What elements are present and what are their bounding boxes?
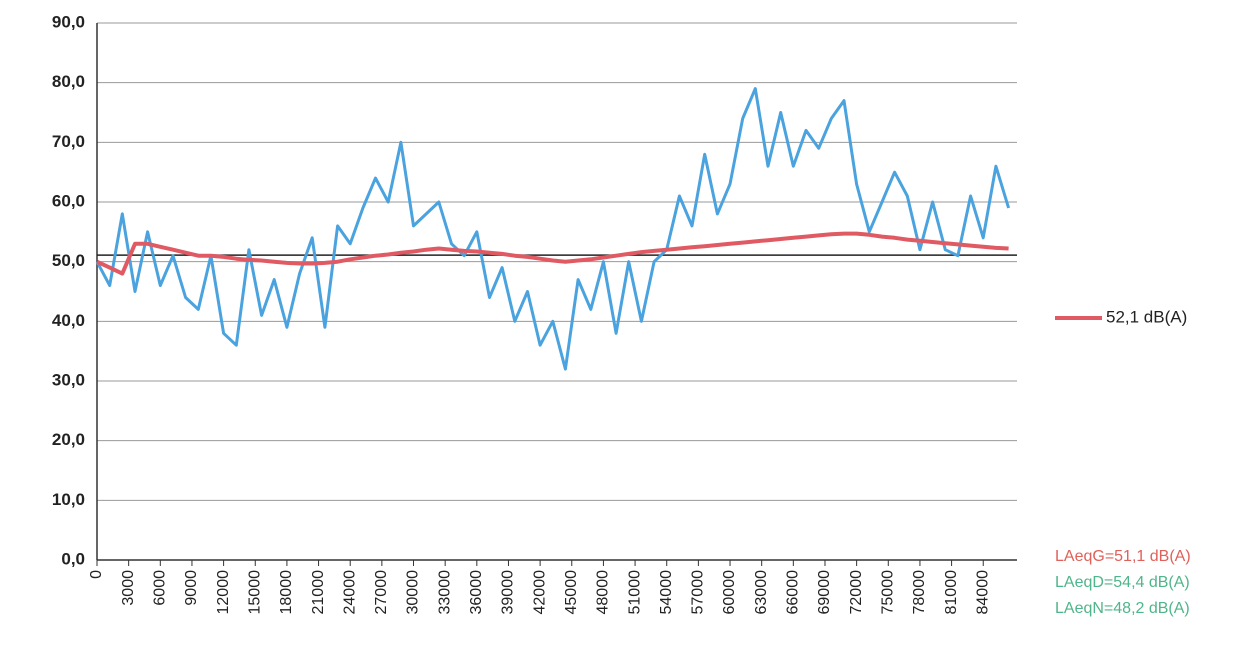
y-tick-label: 90,0 <box>52 12 85 31</box>
x-tick-label: 60000 <box>721 570 738 615</box>
x-tick-label: 69000 <box>816 570 833 615</box>
x-tick-label: 36000 <box>468 570 485 615</box>
x-tick-label: 39000 <box>500 570 517 615</box>
x-tick-label: 9000 <box>183 570 200 606</box>
x-tick-label: 54000 <box>658 570 675 615</box>
x-tick-label: 45000 <box>563 570 580 615</box>
annotation: LAeqD=54,4 dB(A) <box>1055 574 1190 591</box>
x-tick-label: 27000 <box>373 570 390 615</box>
x-tick-label: 15000 <box>246 570 263 615</box>
x-tick-label: 51000 <box>626 570 643 615</box>
y-tick-label: 40,0 <box>52 311 85 330</box>
x-tick-label: 72000 <box>848 570 865 615</box>
data-line <box>95 87 1011 371</box>
annotation: LAeqG=51,1 dB(A) <box>1055 548 1191 565</box>
x-tick-label: 48000 <box>595 570 612 615</box>
x-tick-label: 57000 <box>690 570 707 615</box>
y-tick-label: 30,0 <box>52 370 85 389</box>
y-tick-label: 80,0 <box>52 72 85 91</box>
x-tick-label: 3000 <box>120 570 137 606</box>
x-tick-label: 12000 <box>215 570 232 615</box>
x-tick-label: 75000 <box>880 570 897 615</box>
y-tick-label: 60,0 <box>52 191 85 210</box>
x-tick-label: 6000 <box>152 570 169 606</box>
x-tick-label: 42000 <box>531 570 548 615</box>
x-tick-label: 66000 <box>785 570 802 615</box>
x-tick-label: 21000 <box>310 570 327 615</box>
x-tick-label: 33000 <box>436 570 453 615</box>
x-tick-label: 30000 <box>405 570 422 615</box>
x-tick-label: 84000 <box>974 570 991 615</box>
x-tick-label: 63000 <box>753 570 770 615</box>
y-tick-label: 20,0 <box>52 430 85 449</box>
x-tick-label: 78000 <box>911 570 928 615</box>
x-tick-label: 24000 <box>341 570 358 615</box>
legend-label: 52,1 dB(A) <box>1106 307 1187 326</box>
annotation: LAeqN=48,2 dB(A) <box>1055 600 1190 617</box>
data-line <box>96 231 1009 276</box>
x-tick-label: 0 <box>88 570 105 579</box>
x-tick-label: 81000 <box>943 570 960 615</box>
y-tick-label: 0,0 <box>61 549 85 568</box>
y-tick-label: 50,0 <box>52 251 85 270</box>
y-tick-label: 10,0 <box>52 490 85 509</box>
x-tick-label: 18000 <box>278 570 295 615</box>
y-tick-label: 70,0 <box>52 132 85 151</box>
